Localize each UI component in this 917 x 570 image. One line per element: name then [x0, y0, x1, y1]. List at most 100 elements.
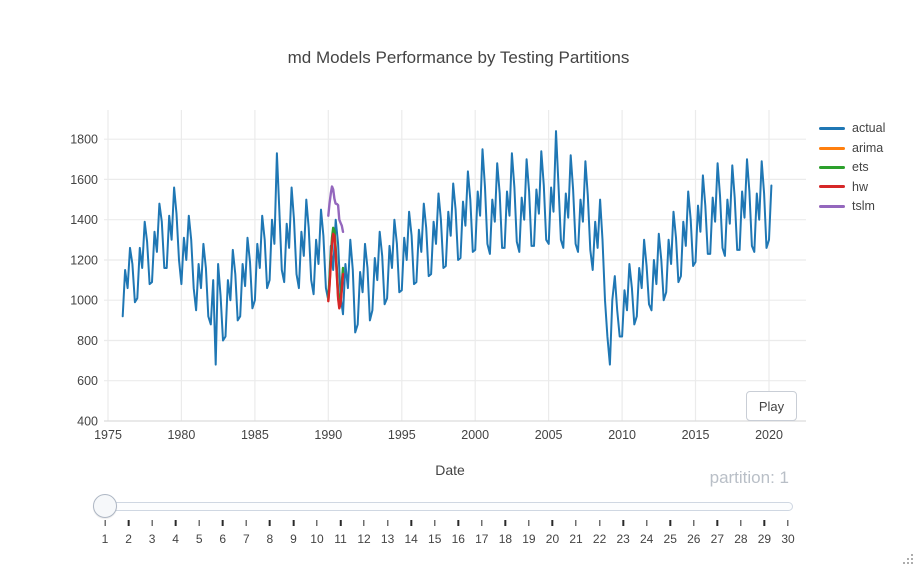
slider-step-15[interactable]: 15: [428, 520, 441, 546]
legend-item-tslm[interactable]: tslm: [819, 197, 885, 216]
slider-tick-label: 16: [451, 532, 465, 546]
play-button[interactable]: Play: [746, 391, 797, 421]
slider-step-5[interactable]: 5: [196, 520, 203, 546]
y-tick-label: 1200: [70, 254, 98, 268]
x-tick-label: 2015: [682, 428, 710, 442]
resize-grip-icon[interactable]: [901, 552, 915, 566]
slider-step-22[interactable]: 22: [593, 520, 606, 546]
slider-step-18[interactable]: 18: [499, 520, 512, 546]
legend-item-label: ets: [852, 160, 869, 175]
plot-svg[interactable]: 400 600 800 1000 1200 1400 1600 1800 1975 1980 198…: [0, 0, 917, 500]
legend-item-label: actual: [852, 121, 886, 136]
slider-step-21[interactable]: 21: [569, 520, 583, 546]
slider-tick-mark: [528, 520, 530, 526]
slider-step-6[interactable]: 6: [219, 520, 226, 546]
slider-tick-label: 11: [334, 532, 347, 546]
slider-tick-mark: [198, 520, 200, 526]
slider-step-26[interactable]: 26: [687, 520, 700, 546]
slider-step-2[interactable]: 2: [125, 520, 132, 546]
series-line-actual[interactable]: [121, 130, 773, 366]
slider-step-19[interactable]: 19: [522, 520, 536, 546]
slider-handle[interactable]: [93, 494, 117, 518]
y-tick-label: 800: [77, 334, 98, 348]
slider-step-17[interactable]: 17: [475, 520, 488, 546]
series-line-hw[interactable]: [327, 232, 345, 310]
slider-step-1[interactable]: 1: [102, 520, 108, 546]
slider-rail[interactable]: [105, 502, 793, 511]
slider-step-3[interactable]: 3: [149, 520, 155, 546]
slider-tick-mark: [787, 520, 789, 526]
slider-step-30[interactable]: 30: [781, 520, 795, 546]
legend-swatch-hw: [819, 185, 845, 189]
slider-tick-mark: [245, 520, 248, 526]
slider-tick-label: 5: [195, 532, 203, 546]
slider-tick-label: 28: [734, 532, 748, 546]
y-tick-label: 600: [77, 374, 98, 388]
slider-tick-mark: [222, 520, 224, 526]
slider-tick-label: 25: [663, 532, 677, 546]
slider-step-24[interactable]: 24: [640, 520, 653, 546]
slider-tick-mark: [363, 520, 365, 526]
slider-tick-mark: [292, 520, 295, 526]
legend-swatch-actual: [819, 127, 845, 131]
slider-tick-label: 29: [757, 532, 772, 546]
slider-step-16[interactable]: 16: [452, 520, 465, 546]
slider-tick-label: 14: [404, 532, 418, 546]
slider-step-12[interactable]: 12: [357, 520, 371, 546]
slider-tick-mark: [410, 520, 412, 526]
y-tick-label: 400: [77, 415, 98, 429]
x-tick-label: 1980: [167, 428, 195, 442]
x-axis-title: Date: [435, 462, 465, 478]
y-tick-label: 1800: [70, 133, 98, 147]
slider-step-28[interactable]: 28: [734, 520, 748, 546]
slider-tick-mark: [457, 520, 460, 526]
slider-tick-label: 27: [710, 532, 725, 546]
legend-swatch-tslm: [819, 204, 845, 208]
series-line-tslm[interactable]: [327, 185, 345, 234]
slider-step-4[interactable]: 4: [172, 520, 179, 546]
slider-step-14[interactable]: 14: [404, 520, 418, 546]
legend-item-ets[interactable]: ets: [819, 158, 885, 177]
slider-tick-label: 10: [310, 532, 324, 546]
legend-item-label: tslm: [852, 199, 875, 213]
slider-step-7[interactable]: 7: [243, 520, 250, 546]
legend-item-arima[interactable]: arima: [819, 138, 885, 157]
slider-tick-label: 21: [569, 532, 583, 546]
grip-dot: [907, 562, 909, 564]
x-tick-label: 2010: [608, 428, 636, 442]
slider-step-8[interactable]: 8: [266, 520, 274, 546]
legend-item-actual[interactable]: actual: [819, 119, 885, 138]
slider-step-10[interactable]: 10: [310, 520, 324, 546]
slider-step-25[interactable]: 25: [664, 520, 677, 546]
slider-tick-label: 9: [290, 532, 297, 546]
slider-tick-label: 30: [781, 532, 795, 546]
slider-tick-label: 8: [266, 532, 274, 546]
legend-item-label: arima: [852, 140, 884, 155]
slider-step-13[interactable]: 13: [381, 520, 394, 546]
slider-step-9[interactable]: 9: [290, 520, 297, 546]
x-tick-label: 1995: [388, 428, 416, 442]
slider-ticks: 1 2 3 4 5 6 7 8 9 10 11 12 13 14 15 16 17 18 19 20 21 22 23 24 2…: [102, 520, 795, 548]
legend-swatch-ets: [819, 165, 845, 169]
slider-tick-mark: [645, 520, 648, 526]
slider-tick-mark: [598, 520, 601, 526]
slider-tick-mark: [693, 520, 695, 526]
legend-item-hw[interactable]: hw: [819, 177, 885, 196]
slider-tick-label: 20: [545, 532, 560, 546]
y-tick-label: 1000: [70, 294, 98, 308]
slider-tick-mark: [481, 520, 483, 526]
slider-tick-label: 18: [498, 532, 513, 546]
slider-step-27[interactable]: 27: [711, 520, 724, 546]
slider-tick-mark: [716, 520, 719, 526]
current-partition-label: partition: 1: [709, 468, 789, 487]
slider-step-29[interactable]: 29: [758, 520, 771, 546]
slider-step-23[interactable]: 23: [616, 520, 630, 546]
slider-tick-label: 12: [357, 532, 371, 546]
slider-step-11[interactable]: 11: [334, 520, 347, 546]
legend-swatch-arima: [819, 146, 845, 150]
slider-tick-label: 19: [522, 532, 536, 546]
slider-step-20[interactable]: 20: [546, 520, 559, 546]
slider-tick-label: 22: [592, 532, 607, 546]
slider-tick-mark: [740, 520, 742, 526]
